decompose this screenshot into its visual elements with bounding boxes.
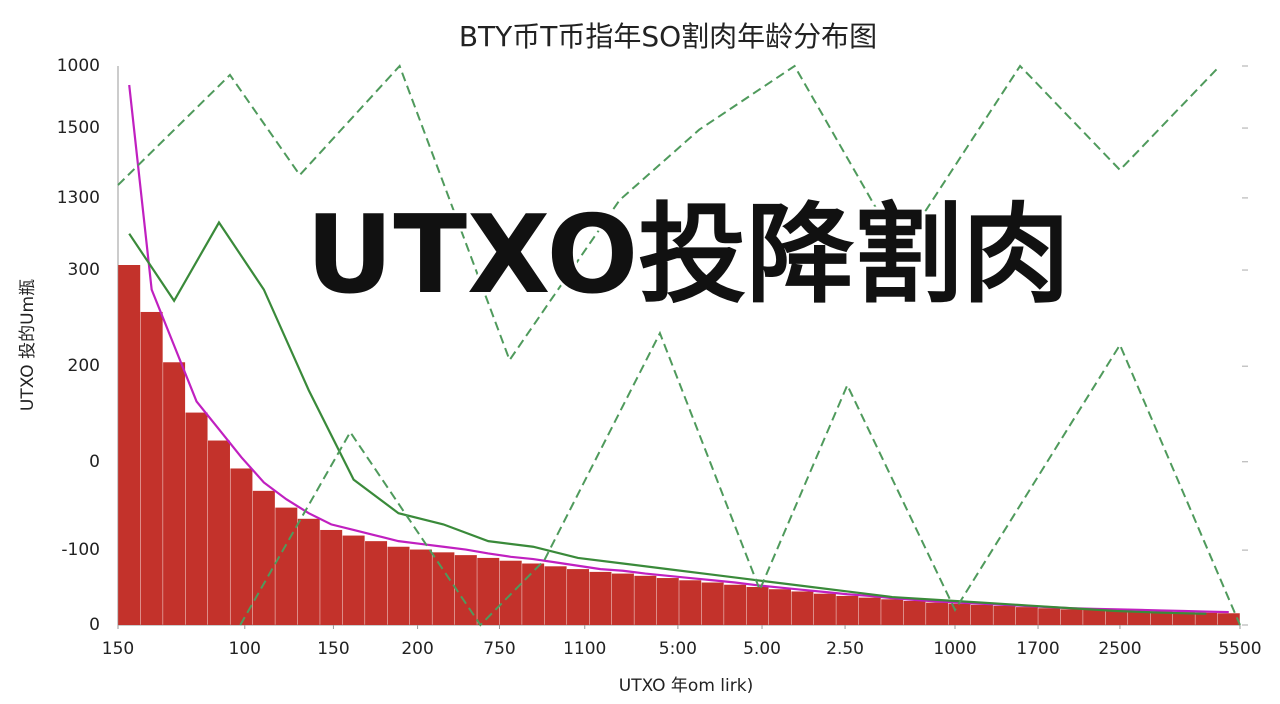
bar bbox=[1083, 609, 1106, 625]
bar bbox=[409, 549, 432, 625]
x-tick-label: 200 bbox=[401, 639, 433, 659]
bar bbox=[1038, 608, 1061, 625]
bar bbox=[275, 507, 298, 625]
bar bbox=[881, 599, 904, 625]
bar bbox=[163, 362, 186, 625]
bar bbox=[1217, 613, 1240, 625]
bar bbox=[207, 440, 230, 625]
bar bbox=[567, 569, 590, 625]
x-tick-label: 1700 bbox=[1016, 639, 1059, 659]
y-tick-label: 1500 bbox=[57, 118, 100, 138]
bar bbox=[836, 595, 859, 625]
bar bbox=[499, 560, 522, 625]
bar bbox=[611, 573, 634, 625]
bar bbox=[634, 575, 657, 625]
plot-area bbox=[117, 64, 1241, 627]
annotation: UTXO投降割肉 bbox=[306, 193, 1071, 318]
bar bbox=[544, 566, 567, 625]
bar bbox=[297, 518, 320, 625]
dashed-line bbox=[239, 330, 1241, 627]
bar bbox=[118, 265, 141, 625]
bar bbox=[993, 605, 1016, 625]
bar bbox=[320, 529, 343, 625]
bar bbox=[387, 546, 410, 625]
x-axis-label: UTXO 年om lirk) bbox=[619, 676, 753, 696]
y-tick-label: -100 bbox=[61, 540, 100, 560]
bar bbox=[1195, 612, 1218, 625]
bar bbox=[522, 563, 545, 625]
bar bbox=[477, 557, 500, 625]
x-tick-label: 1000 bbox=[933, 639, 976, 659]
bar bbox=[1015, 607, 1038, 625]
x-tick-label: 5500 bbox=[1218, 639, 1261, 659]
line bbox=[128, 220, 1207, 615]
bar bbox=[679, 580, 702, 625]
bar bbox=[724, 584, 747, 625]
x-tick-label: 100 bbox=[229, 639, 261, 659]
bar bbox=[589, 571, 612, 625]
y-tick-label: 1000 bbox=[57, 56, 100, 76]
dashed-line bbox=[117, 64, 1221, 363]
y-axis-label: UTXO 投的Um瓶 bbox=[18, 279, 38, 411]
bar bbox=[342, 535, 365, 625]
chart-title: BTY币T币指年SO割肉年龄分布图 bbox=[459, 20, 877, 53]
bar bbox=[365, 541, 388, 625]
bar bbox=[791, 591, 814, 625]
bar bbox=[903, 600, 926, 625]
bar bbox=[432, 552, 455, 625]
bar bbox=[454, 555, 477, 625]
y-tick-label: 0 bbox=[89, 615, 100, 635]
bar bbox=[746, 586, 769, 625]
bar bbox=[701, 582, 724, 625]
y-tick-label: 1300 bbox=[57, 188, 100, 208]
y-tick-label: 200 bbox=[68, 356, 100, 376]
bar bbox=[926, 602, 949, 625]
bar bbox=[1172, 612, 1195, 625]
x-tick-label: 1100 bbox=[563, 639, 606, 659]
bar bbox=[768, 589, 791, 625]
bar bbox=[948, 603, 971, 625]
bar bbox=[656, 578, 679, 625]
bar bbox=[1060, 609, 1083, 625]
x-tick-label: 5.00 bbox=[743, 639, 781, 659]
x-tick-label: 750 bbox=[483, 639, 515, 659]
bar bbox=[1105, 610, 1128, 625]
bar bbox=[185, 412, 208, 625]
x-tick-label: 5:00 bbox=[659, 639, 697, 659]
bar bbox=[858, 597, 881, 625]
bar bbox=[970, 604, 993, 625]
bar bbox=[252, 490, 275, 625]
bar bbox=[1150, 611, 1173, 625]
y-tick-label: 300 bbox=[68, 260, 100, 280]
y-tick-label: 0 bbox=[89, 452, 100, 472]
x-tick-label: 150 bbox=[317, 639, 349, 659]
bar bbox=[813, 593, 836, 625]
bar bbox=[140, 311, 163, 625]
x-tick-label: 2.50 bbox=[826, 639, 864, 659]
x-tick-label: 2500 bbox=[1098, 639, 1141, 659]
x-tick-label: 150 bbox=[102, 639, 134, 659]
bar bbox=[1128, 611, 1151, 625]
bar bbox=[230, 468, 253, 625]
